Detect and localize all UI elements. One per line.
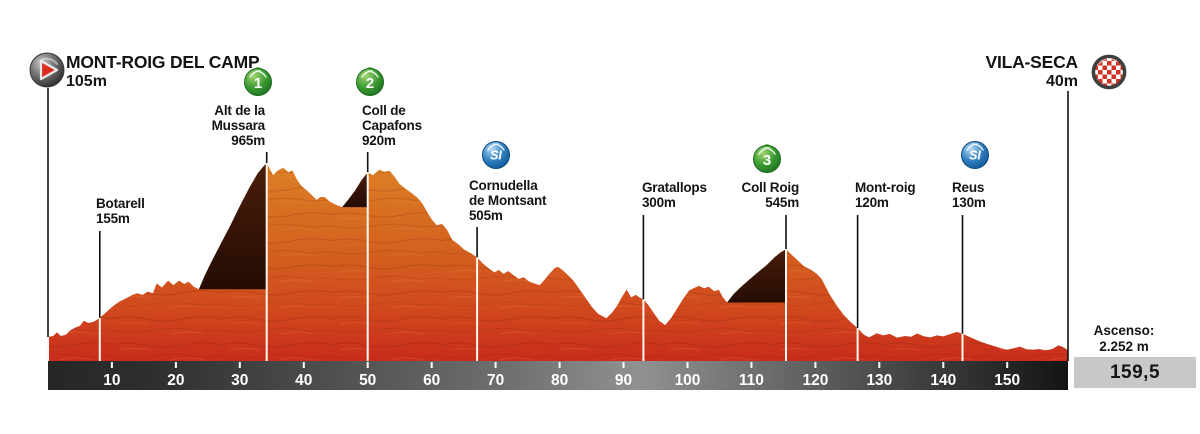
axis-tick	[366, 362, 369, 368]
axis-tick	[814, 362, 817, 368]
axis-tick-label: 140	[930, 372, 956, 389]
marker-line-finish	[1067, 91, 1069, 361]
axis-tick	[302, 362, 305, 368]
axis-tick-label: 60	[423, 372, 440, 389]
marker-line-start	[47, 88, 49, 337]
axis-tick-label: 70	[487, 372, 504, 389]
axis-tick-label: 50	[359, 372, 376, 389]
marker-line-collroig	[785, 215, 787, 250]
start-elevation: 105m	[66, 73, 107, 90]
svg-text:SI: SI	[969, 149, 981, 163]
axis-tick-label: 150	[994, 372, 1020, 389]
total-distance-box: 159,5	[1074, 357, 1196, 388]
marker-line-inner-start	[47, 337, 49, 361]
axis-tick	[750, 362, 753, 368]
axis-tick-label: 40	[295, 372, 312, 389]
marker-line-inner-botarell	[98, 317, 101, 361]
sprint-icon-reus: SI	[961, 141, 989, 169]
finish-elevation: 40m	[1045, 73, 1078, 90]
category-climb-icon-collroig: 3	[753, 144, 781, 173]
category-climb-icon-mussara: 1	[244, 67, 272, 96]
marker-line-inner-montroig	[856, 328, 859, 361]
axis-tick	[430, 362, 433, 368]
marker-line-inner-capafons	[366, 172, 369, 361]
marker-line-inner-cornudella	[476, 257, 479, 361]
category-climb-icon-capafons: 2	[356, 67, 384, 96]
total-ascent-label: Ascenso:	[1093, 323, 1155, 338]
svg-text:SI: SI	[490, 149, 502, 163]
axis-tick-label: 130	[866, 372, 892, 389]
axis-tick	[622, 362, 625, 368]
climb-shading-1	[198, 163, 267, 290]
marker-line-montroig	[856, 215, 859, 329]
start-icon	[29, 52, 65, 88]
svg-text:2: 2	[366, 75, 374, 92]
climb-shading-3	[727, 249, 786, 303]
marker-line-inner-mussara	[265, 163, 268, 361]
axis-tick	[110, 362, 113, 368]
axis-tick-label: 30	[231, 372, 248, 389]
axis-tick	[558, 362, 561, 368]
marker-line-cornudella	[476, 227, 478, 258]
marker-line-inner-gratallops	[642, 299, 645, 361]
start-town-name: MONT-ROIG DEL CAMP	[66, 52, 260, 72]
finish-icon	[1091, 54, 1127, 90]
axis-tick	[494, 362, 497, 368]
sprint-icon-cornudella: SI	[482, 141, 510, 169]
marker-line-inner-collroig	[785, 249, 787, 361]
total-ascent: Ascenso: 2.252 m	[1066, 323, 1182, 355]
axis-tick-label: 80	[551, 372, 568, 389]
distance-axis-bar	[48, 361, 1068, 390]
axis-tick	[174, 362, 177, 368]
axis-tick-label: 110	[739, 372, 764, 389]
climb-shading-2	[342, 172, 368, 208]
axis-tick-label: 120	[802, 372, 828, 389]
total-ascent-value: 2.252 m	[1099, 339, 1149, 354]
finish-town-name: VILA-SECA	[985, 52, 1078, 72]
axis-tick-label: 20	[167, 372, 184, 389]
axis-tick	[238, 362, 241, 368]
axis-tick	[878, 362, 881, 368]
axis-tick	[1006, 362, 1009, 368]
marker-line-mussara	[265, 152, 268, 163]
marker-line-gratallops	[642, 215, 645, 300]
profile-texture-overlay	[48, 163, 1068, 361]
axis-tick	[942, 362, 945, 368]
marker-line-reus	[961, 215, 964, 334]
axis-tick-label: 90	[615, 372, 632, 389]
svg-text:3: 3	[763, 152, 771, 169]
axis-tick	[686, 362, 689, 368]
marker-line-botarell	[99, 231, 101, 318]
axis-tick-label: 10	[103, 372, 120, 389]
marker-line-capafons	[366, 152, 369, 173]
marker-line-inner-reus	[961, 333, 964, 361]
axis-tick-label: 100	[675, 372, 701, 389]
svg-text:1: 1	[254, 75, 262, 92]
